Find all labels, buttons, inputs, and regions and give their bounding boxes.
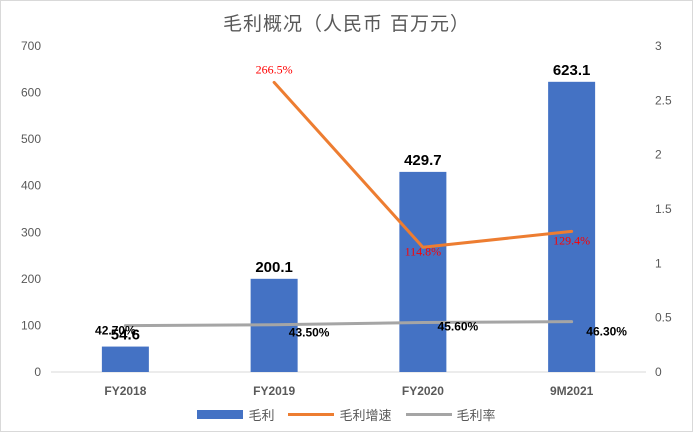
y-right-tick-label: 0 <box>655 365 662 379</box>
chart-legend: 毛利 毛利增速 毛利率 <box>1 405 692 424</box>
y-left-tick-label: 400 <box>21 179 41 193</box>
y-right-tick-label: 3 <box>655 39 662 53</box>
y-right-tick-label: 2 <box>655 148 662 162</box>
y-left-tick-label: 300 <box>21 225 41 239</box>
bar <box>399 171 447 372</box>
margin-rate-data-label: 42.70% <box>95 324 136 338</box>
chart-title: 毛利概况（人民币 百万元） <box>222 13 471 35</box>
legend-label: 毛利 <box>248 409 275 424</box>
y-right-tick-label: 2.5 <box>655 93 672 107</box>
legend-swatch <box>197 410 244 419</box>
legend-item: 毛利率 <box>405 405 496 424</box>
legend-label: 毛利增速 <box>339 409 392 424</box>
y-left-tick-label: 500 <box>21 132 41 146</box>
margin-rate-data-label: 46.30% <box>586 325 627 339</box>
legend-label: 毛利率 <box>456 409 496 424</box>
growth-data-label: 266.5% <box>256 62 293 76</box>
growth-data-label: 114.8% <box>405 244 442 258</box>
growth-data-label: 129.4% <box>553 233 590 247</box>
gross-profit-growth-line <box>272 80 574 249</box>
legend-item: 毛利 <box>197 405 274 424</box>
gross-margin-rate-line <box>123 320 574 328</box>
y-right-tick-label: 0.5 <box>655 311 672 325</box>
margin-rate-data-label: 43.50% <box>289 326 330 340</box>
y-right-tick-label: 1.5 <box>655 202 672 216</box>
y-left-tick-label: 100 <box>21 318 41 332</box>
y-left-tick-label: 600 <box>21 86 41 100</box>
legend-swatch <box>405 413 452 416</box>
bar <box>101 346 149 372</box>
legend-swatch <box>288 413 335 416</box>
x-tick-label: FY2018 <box>104 384 146 398</box>
bar <box>548 81 596 373</box>
y-left-tick-label: 700 <box>21 39 41 53</box>
bar-data-label: 623.1 <box>553 62 591 79</box>
x-tick-label: FY2019 <box>253 384 295 398</box>
y-right-tick-label: 1 <box>655 256 662 270</box>
bar-data-label: 200.1 <box>255 259 293 276</box>
x-tick-label: FY2020 <box>402 384 444 398</box>
x-tick-label: 9M2021 <box>550 384 594 398</box>
y-left-tick-label: 0 <box>34 365 41 379</box>
bar-data-label: 429.7 <box>404 152 442 169</box>
bar-data-label: 54.6 <box>111 327 140 344</box>
y-left-tick-label: 200 <box>21 272 41 286</box>
combo-chart: 0 100 200 300 400 500 600 700 0 0.5 1 1.5 2 2.5 3 FY201… <box>21 39 672 398</box>
legend-item: 毛利增速 <box>288 405 392 424</box>
margin-rate-data-label: 45.60% <box>438 319 479 333</box>
